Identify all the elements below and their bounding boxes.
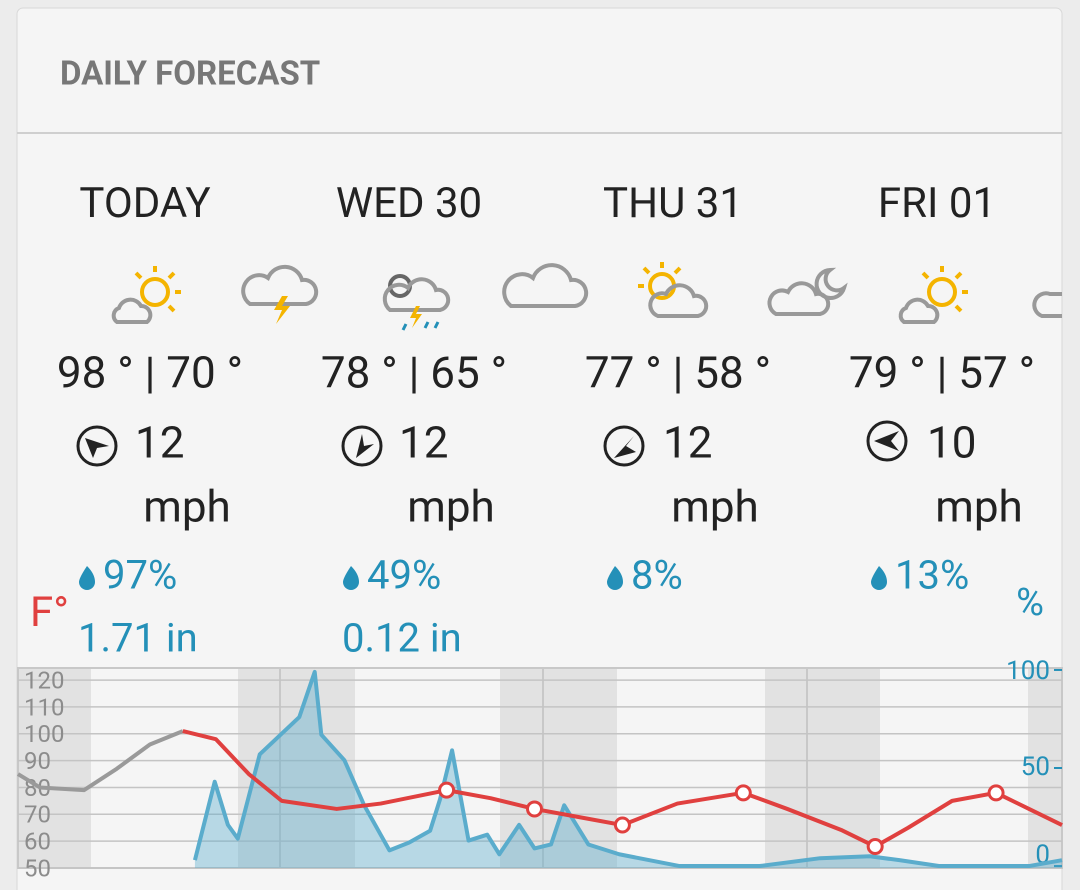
temperatures: 79 ° | 57 °	[849, 347, 1035, 399]
day-label: THU 31	[603, 179, 743, 228]
y-tick-label: 110	[24, 693, 64, 721]
temperature-marker	[866, 838, 884, 856]
y-tick-label: 70	[24, 801, 51, 829]
day-dividers	[279, 668, 808, 868]
day-label: TODAY	[79, 179, 210, 228]
precip-line	[192, 669, 1063, 869]
wind-icons	[76, 420, 908, 467]
drop-icon	[343, 566, 359, 590]
card-title: DAILY FORECAST	[60, 55, 320, 94]
temperatures: 98 ° | 70 °	[57, 347, 243, 399]
temperature-marker	[987, 784, 1005, 802]
drop-icon	[607, 566, 623, 590]
wind-speed: 10	[927, 417, 976, 469]
night-bands	[19, 668, 1062, 868]
wind-speed: 12	[135, 417, 184, 469]
temperatures: 77 ° | 58 °	[585, 347, 771, 399]
wind-unit: mph	[143, 481, 231, 533]
temperatures: 78 ° | 65 °	[321, 347, 507, 399]
temperature-marker	[613, 816, 631, 834]
precip-area	[194, 671, 1062, 868]
y-tick-label: 60	[24, 827, 51, 855]
precip-chance: 8%	[631, 552, 683, 599]
wind-speed: 12	[663, 417, 712, 469]
wind-speed: 12	[399, 417, 448, 469]
precip-amount: 0.12 in	[342, 615, 462, 662]
precip-chance: 13%	[895, 552, 969, 599]
weather-icons	[111, 262, 1062, 331]
y2-tick-label: 50	[1021, 752, 1050, 782]
temperature-marker	[438, 781, 456, 799]
drop-icon	[871, 566, 887, 590]
precip-amount: 1.71 in	[78, 615, 198, 662]
y2-tick-label: 100	[1006, 656, 1050, 686]
temperature-marker	[734, 784, 752, 802]
y-tick-label: 90	[24, 747, 51, 775]
temperature-line	[16, 729, 184, 793]
y2-axis-label: %	[1016, 581, 1044, 625]
temperature-marker	[526, 800, 544, 818]
wind-unit: mph	[407, 481, 495, 533]
y-tick-label: 100	[24, 720, 64, 748]
wind-unit: mph	[935, 481, 1023, 533]
day-label: WED 30	[336, 179, 482, 228]
day-label: FRI 01	[878, 179, 996, 228]
y-tick-label: 120	[24, 666, 64, 694]
wind-unit: mph	[671, 481, 759, 533]
precip-chance: 97%	[103, 552, 177, 599]
y-tick-label: 50	[24, 854, 51, 882]
precip-chance: 49%	[367, 552, 441, 599]
y-axis-label: F°	[30, 588, 69, 637]
drop-icon	[79, 566, 95, 590]
